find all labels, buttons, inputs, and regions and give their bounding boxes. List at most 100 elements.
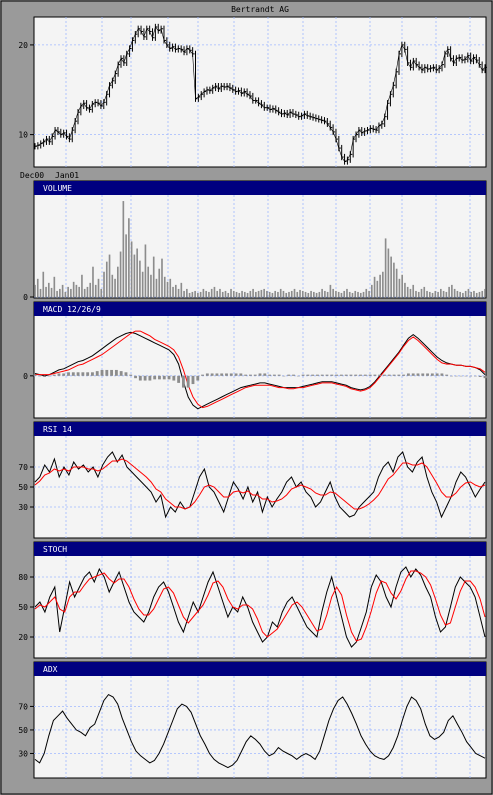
macd-histogram-bar — [91, 372, 94, 376]
y-tick-label: 50 — [18, 603, 28, 612]
volume-bar — [208, 291, 210, 297]
macd-histogram-bar — [277, 374, 281, 376]
volume-bar — [197, 292, 199, 297]
macd-histogram-bar — [339, 374, 343, 376]
macd-histogram-bar — [71, 372, 75, 376]
macd-histogram-bar — [186, 375, 190, 388]
volume-bar — [119, 251, 122, 297]
macd-histogram-bar — [469, 375, 473, 377]
macd-histogram-bar — [95, 371, 99, 376]
volume-bar — [288, 291, 290, 297]
volume-bar — [122, 201, 125, 297]
y-tick-label: 0 — [23, 372, 28, 381]
macd-histogram-bar — [110, 369, 114, 376]
volume-bar — [473, 290, 475, 297]
volume-bar — [351, 292, 354, 297]
volume-bar — [216, 290, 219, 297]
volume-bar — [180, 282, 183, 297]
macd-histogram-bar — [325, 374, 329, 376]
macd-main-line — [34, 331, 486, 410]
volume-bar — [307, 292, 310, 297]
volume-bar — [379, 274, 381, 297]
volume-bar — [59, 288, 61, 297]
volume-bar — [279, 288, 282, 297]
macd-histogram-bar — [220, 373, 224, 376]
macd-histogram-bar — [373, 374, 377, 376]
volume-bar — [202, 288, 205, 297]
volume-bar — [343, 290, 346, 297]
macd-histogram-bar — [76, 372, 80, 376]
volume-bar — [235, 291, 238, 297]
macd-histogram-bar — [454, 375, 458, 377]
macd-histogram-bar — [244, 374, 248, 376]
macd-histogram-bar — [335, 374, 339, 376]
volume-bar — [219, 288, 221, 297]
panel-background — [33, 661, 487, 779]
volume-bar — [277, 291, 279, 297]
volume-bar — [451, 284, 453, 297]
volume-bar — [415, 290, 417, 297]
volume-bar — [191, 291, 194, 297]
date-axis: Dec00 Jan01 — [20, 171, 79, 180]
macd-histogram-bar — [282, 375, 286, 377]
volume-bar — [116, 266, 119, 297]
volume-bar — [431, 292, 434, 297]
y-tick-label: 20 — [18, 633, 28, 642]
volume-bar — [50, 287, 53, 297]
macd-histogram-bar — [196, 375, 200, 381]
volume-bar — [428, 291, 431, 297]
volume-bar — [232, 290, 235, 297]
volume-bar — [296, 291, 299, 297]
macd-histogram-bar — [181, 375, 185, 388]
volume-bar — [406, 286, 409, 297]
macd-histogram-bar — [421, 373, 425, 376]
volume-bar — [227, 292, 230, 297]
volume-bar — [271, 292, 274, 297]
volume-bar — [56, 290, 58, 297]
macd-histogram-bar — [38, 375, 42, 377]
panel-header-bar — [34, 422, 486, 436]
volume-bar — [103, 271, 105, 297]
macd-histogram-bar — [378, 374, 382, 376]
panel-background — [33, 541, 487, 659]
volume-bar — [128, 218, 130, 297]
volume-bar — [299, 289, 301, 297]
volume-bar — [365, 288, 368, 297]
macd-histogram-bar — [143, 375, 147, 381]
macd-histogram-bar — [296, 375, 300, 377]
macd-histogram-bar — [62, 373, 66, 376]
macd-histogram-bar — [406, 373, 410, 376]
macd-histogram-bar — [387, 374, 391, 376]
macd-histogram-bar — [201, 374, 204, 376]
macd-histogram-bar — [148, 375, 152, 381]
macd-histogram-bar — [229, 373, 233, 376]
macd-histogram-bar — [225, 373, 228, 376]
volume-bar — [255, 291, 257, 297]
volume-bar — [144, 244, 147, 297]
volume-bar — [194, 290, 196, 297]
macd-histogram-bar — [249, 374, 252, 376]
volume-bar — [105, 261, 108, 297]
volume-bar — [274, 290, 277, 297]
panel-macd: MACD 12/26/9 0 — [23, 301, 487, 419]
macd-histogram-bar — [239, 373, 243, 376]
panel-background — [33, 16, 487, 168]
volume-bar — [163, 276, 166, 297]
volume-bar — [210, 288, 213, 297]
panel-background — [33, 301, 487, 419]
volume-bar — [387, 248, 390, 297]
macd-histogram-bar — [430, 373, 434, 376]
volume-bar — [213, 286, 216, 297]
macd-histogram-bar — [392, 374, 396, 376]
macd-histogram-bar — [177, 375, 181, 383]
macd-histogram-bar — [292, 374, 295, 376]
volume-bar — [453, 288, 456, 297]
volume-bar — [417, 291, 420, 297]
volume-bar — [401, 274, 404, 297]
volume-bar — [36, 278, 39, 297]
panel-adx: ADX 30 50 70 — [18, 661, 487, 779]
volume-bar — [39, 288, 42, 297]
volume-bar — [205, 290, 207, 297]
volume-bar — [221, 291, 224, 297]
